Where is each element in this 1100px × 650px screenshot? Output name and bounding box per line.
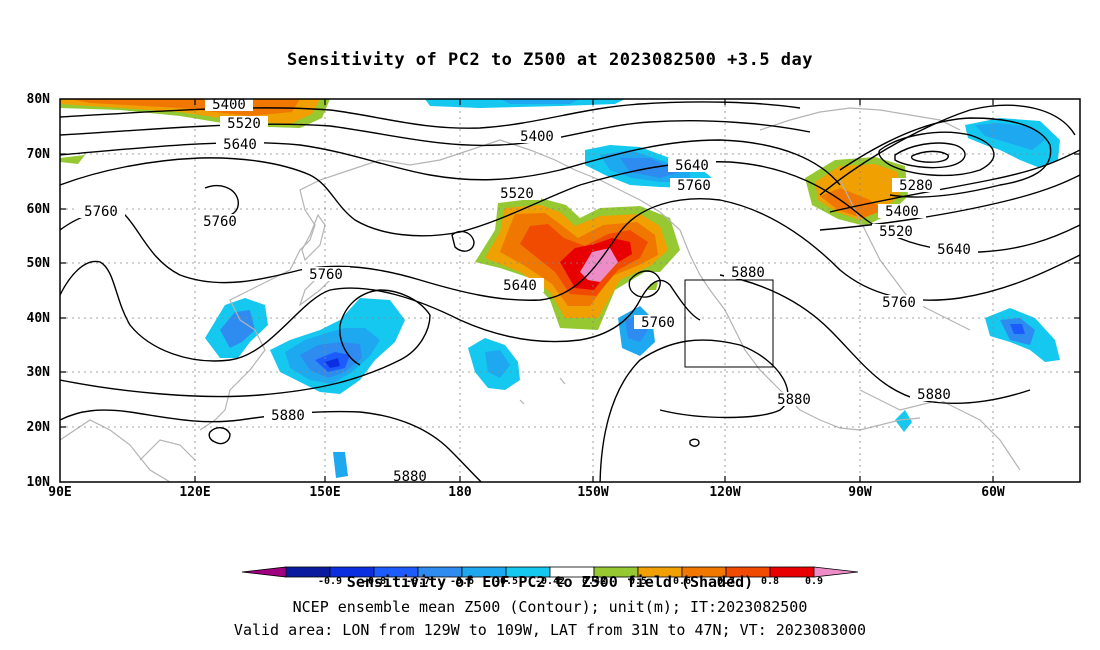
shaded-field-positive [60,99,908,330]
lat-label: 50N [26,256,50,271]
lat-label: 80N [26,92,50,107]
colorbar-tick-label: 0.42 [581,576,607,587]
contour-label: 5760 [641,315,675,331]
contour-label: 5280 [899,178,933,194]
footer-line-3: Valid area: LON from 129W to 109W, LAT f… [233,621,867,639]
contour-label: 5640 [937,242,971,258]
map-frame [59,98,1081,483]
lon-label: 180 [448,485,472,500]
axis-ticks [60,99,1080,482]
contour-label: 5880 [271,408,305,424]
contour-label: 5760 [203,214,237,230]
contour-label: 5640 [503,278,537,294]
colorbar-tick-label: -0.8 [361,576,387,587]
colorbar-tick-label: -0.42 [534,576,566,587]
contour-label: 5760 [84,204,118,220]
lat-label: 30N [26,365,50,380]
contour-label: 5520 [879,224,913,240]
contour-label: 5760 [882,295,916,311]
lon-label: 120W [709,485,741,500]
contour-label: 5400 [520,129,554,145]
colorbar-tick-label: 0.5 [628,576,648,587]
contour-label: 5400 [885,204,919,220]
contour-label: 5880 [393,469,427,485]
lon-label: 150E [309,485,341,500]
colorbar [241,566,859,578]
plot-title: Sensitivity of PC2 to Z500 at 2023082500… [286,50,813,70]
contour-label: 5640 [675,158,709,174]
contour-label: 5880 [777,392,811,408]
contour-label-group: 5400 5520 5640 5400 5640 5760 5520 5280 … [77,97,978,485]
colorbar-tick-label: 0.8 [760,576,780,587]
colorbar-tick-label: 0.6 [672,576,692,587]
colorbar-tick-label: -0.6 [449,576,475,587]
colorbar-swatch [813,566,859,578]
contour-label: 5760 [677,178,711,194]
colorbar-tick-label: -0.7 [405,576,431,587]
lat-label: 70N [26,147,50,162]
footer-line-1: Sensitivity of EOF PC2 to Z500 field (Sh… [346,573,754,591]
contour-label: 5520 [500,186,534,202]
shaded-field-negative [205,99,1060,478]
colorbar-tick-label: 0.9 [804,576,824,587]
lon-label: 120E [179,485,211,500]
contour-label: 5880 [917,387,951,403]
lat-label: 20N [26,420,50,435]
contour-label: 5760 [309,267,343,283]
colorbar-tick-label: -0.9 [317,576,343,587]
contour-label: 5400 [212,97,246,113]
contour-label: 5640 [223,137,257,153]
lat-label: 60N [26,202,50,217]
contour-label: 5520 [227,116,261,132]
z500-contours [60,101,1080,482]
lat-label: 40N [26,311,50,326]
colorbar-tick-label: -0.5 [493,576,519,587]
lon-label: 60W [981,485,1005,500]
lon-label: 90E [48,485,72,500]
footer-line-2: NCEP ensemble mean Z500 (Contour); unit(… [292,598,808,616]
lon-label: 150W [577,485,609,500]
lat-label: 10N [26,475,50,490]
valid-area-box [684,279,774,368]
colorbar-tick-label: 0.7 [716,576,736,587]
contour-label: 5880 [731,265,765,281]
lon-label: 90W [848,485,872,500]
